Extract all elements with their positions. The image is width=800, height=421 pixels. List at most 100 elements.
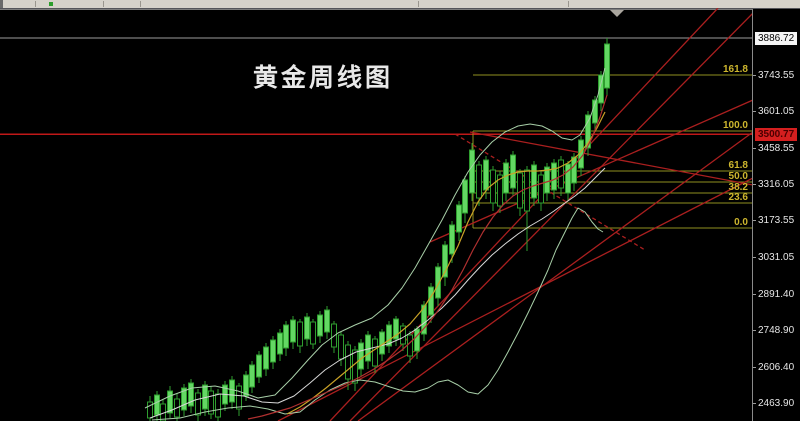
axis-border xyxy=(752,9,753,421)
candle-body xyxy=(324,309,330,333)
candle-body xyxy=(558,159,564,189)
candle-body xyxy=(428,286,434,316)
axis-price-label: 3173.55 xyxy=(758,215,795,226)
candle-body xyxy=(538,174,544,204)
fib-label-50.0: 50.0 xyxy=(729,171,749,182)
candle-body xyxy=(290,319,296,343)
toolbar[interactable] xyxy=(0,0,800,9)
toolbar-separator xyxy=(568,1,569,7)
axis-tick xyxy=(753,184,756,185)
candle-body xyxy=(236,385,242,410)
axis-price-label: 2891.40 xyxy=(758,289,795,300)
candle-body xyxy=(469,149,475,194)
axis-tick xyxy=(753,330,756,331)
toolbar-green-icon xyxy=(49,2,53,6)
candle-body xyxy=(270,339,276,363)
axis-price-label: 2748.90 xyxy=(758,325,795,336)
candle-body xyxy=(421,304,427,335)
chart-top-border xyxy=(0,9,800,10)
axis-price-label: 2463.90 xyxy=(758,398,795,409)
price-axis[interactable]: 3743.55 3601.05 3458.55 3316.05 3173.55 3031.… xyxy=(753,9,800,421)
toolbar-separator xyxy=(35,1,36,7)
candle-body xyxy=(414,328,420,352)
fib-label-161.8: 161.8 xyxy=(723,64,748,75)
candle-body xyxy=(585,114,591,149)
candle-body xyxy=(338,334,344,360)
candle-body xyxy=(345,344,351,380)
ma-yellow xyxy=(286,111,606,415)
candle-body xyxy=(435,266,441,299)
fib-label-38.2: 38.2 xyxy=(729,182,749,193)
candle-body xyxy=(283,324,289,349)
candle-body xyxy=(476,164,482,199)
chart-title: 黄金周线图 xyxy=(253,64,394,92)
candle-body xyxy=(263,346,269,370)
axis-tick xyxy=(753,257,756,258)
candle-body xyxy=(544,166,550,194)
trendline-resistance-desc[interactable] xyxy=(469,131,753,186)
fib-label-61.8: 61.8 xyxy=(729,160,749,171)
axis-price-label: 3316.05 xyxy=(758,179,795,190)
candle-body xyxy=(598,74,604,104)
trendline-desc-dotted[interactable] xyxy=(454,133,646,251)
candle-body xyxy=(503,162,509,194)
candle-body xyxy=(372,338,378,367)
candle-body xyxy=(386,324,392,347)
bollinger-mid xyxy=(149,167,606,419)
candle-body xyxy=(229,379,235,403)
axis-price-label: 2606.40 xyxy=(758,362,795,373)
axis-price-label: 3031.05 xyxy=(758,252,795,263)
collapse-triangle-icon[interactable] xyxy=(610,10,624,17)
candle-body xyxy=(462,179,468,214)
candle-body xyxy=(249,364,255,388)
candle-body xyxy=(497,174,503,207)
trendline-mid-support-3[interactable] xyxy=(429,99,753,243)
candle-body xyxy=(277,332,283,355)
candle-body xyxy=(400,325,406,345)
trendline-mid-support-2[interactable] xyxy=(357,131,753,421)
candle-body xyxy=(167,390,173,414)
candle-body xyxy=(407,334,413,357)
candle-body xyxy=(490,169,496,204)
candle-body xyxy=(565,163,571,194)
trendline-steep-support-2[interactable] xyxy=(349,8,753,421)
fib-label-100.0: 100.0 xyxy=(723,120,748,131)
candle-body xyxy=(154,394,160,416)
toolbar-edge xyxy=(0,0,3,8)
axis-tick xyxy=(753,403,756,404)
candle-body xyxy=(510,154,516,189)
bollinger-upper xyxy=(144,67,606,409)
current-price-badge: 3886.72 xyxy=(755,32,798,45)
chart-canvas[interactable]: 161.8 100.0 61.850.038.223.6 0.0 xyxy=(0,8,753,421)
axis-tick xyxy=(753,367,756,368)
candle-body xyxy=(181,387,187,411)
candle-body xyxy=(358,342,364,370)
alert-price-badge: 3500.77 xyxy=(755,128,798,141)
axis-tick xyxy=(753,220,756,221)
axis-price-label: 3743.55 xyxy=(758,70,795,81)
fib-label-0.0: 0.0 xyxy=(734,217,748,228)
candle-body xyxy=(483,159,489,191)
bollinger-lower xyxy=(151,207,604,421)
candle-body xyxy=(195,392,201,416)
axis-price-label: 3601.05 xyxy=(758,106,795,117)
toolbar-separator xyxy=(418,1,419,7)
candle-body xyxy=(310,321,316,345)
candle-body xyxy=(317,314,323,337)
toolbar-separator xyxy=(103,1,104,7)
axis-tick xyxy=(753,148,756,149)
candle-body xyxy=(571,156,577,184)
candle-body xyxy=(243,374,249,397)
toolbar-separator xyxy=(140,1,141,7)
axis-tick xyxy=(753,111,756,112)
axis-tick xyxy=(753,75,756,76)
fib-label-23.6: 23.6 xyxy=(729,192,749,203)
candle-body xyxy=(604,43,610,89)
candle-body xyxy=(456,204,462,233)
candle-body xyxy=(531,164,537,199)
candle-body xyxy=(365,334,371,362)
trendline-mid-support-1[interactable] xyxy=(277,177,753,421)
axis-price-label: 3458.55 xyxy=(758,143,795,154)
trendline-steep-support-1[interactable] xyxy=(329,8,719,421)
